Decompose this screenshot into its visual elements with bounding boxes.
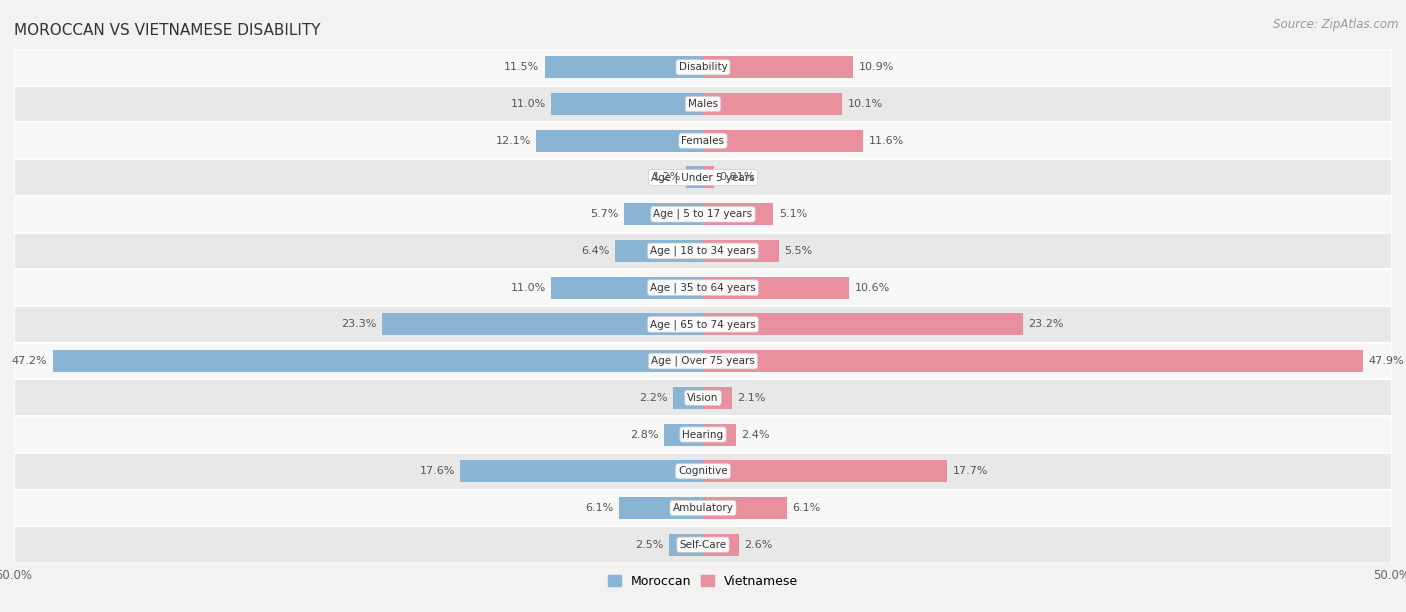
Text: Source: ZipAtlas.com: Source: ZipAtlas.com [1274,18,1399,31]
Bar [544,56,703,78]
Text: 11.0%: 11.0% [510,283,546,293]
Bar [536,130,703,152]
Bar [665,424,703,446]
Text: Females: Females [682,136,724,146]
Text: Hearing: Hearing [682,430,724,439]
Bar [672,387,703,409]
Text: 47.9%: 47.9% [1368,356,1405,366]
Bar [14,122,1392,159]
Bar [703,277,849,299]
Text: 11.5%: 11.5% [503,62,538,72]
Bar [703,203,773,225]
Text: Age | 35 to 64 years: Age | 35 to 64 years [650,282,756,293]
Bar [669,534,703,556]
Bar [703,56,853,78]
Text: 6.1%: 6.1% [793,503,821,513]
Bar [14,379,1392,416]
Bar [703,166,714,188]
Text: 11.0%: 11.0% [510,99,546,109]
Text: Age | 18 to 34 years: Age | 18 to 34 years [650,245,756,256]
Bar [14,159,1392,196]
Bar [14,86,1392,122]
Text: 6.1%: 6.1% [585,503,613,513]
Bar [686,166,703,188]
Bar [14,343,1392,379]
Text: 0.81%: 0.81% [720,173,755,182]
Text: 5.5%: 5.5% [785,246,813,256]
Text: Disability: Disability [679,62,727,72]
Legend: Moroccan, Vietnamese: Moroccan, Vietnamese [609,575,797,588]
Bar [703,130,863,152]
Text: 47.2%: 47.2% [11,356,48,366]
Text: 17.7%: 17.7% [952,466,988,476]
Bar [703,313,1022,335]
Bar [52,350,703,372]
Bar [703,350,1362,372]
Bar [703,534,738,556]
Text: 6.4%: 6.4% [581,246,609,256]
Text: 1.2%: 1.2% [652,173,681,182]
Text: Age | 65 to 74 years: Age | 65 to 74 years [650,319,756,330]
Text: Age | Over 75 years: Age | Over 75 years [651,356,755,367]
Text: 2.2%: 2.2% [638,393,668,403]
Bar [14,233,1392,269]
Bar [14,196,1392,233]
Bar [703,497,787,519]
Bar [14,490,1392,526]
Text: 10.9%: 10.9% [859,62,894,72]
Text: Self-Care: Self-Care [679,540,727,550]
Text: 5.7%: 5.7% [591,209,619,219]
Bar [461,460,703,482]
Text: 5.1%: 5.1% [779,209,807,219]
Text: 23.3%: 23.3% [342,319,377,329]
Bar [14,453,1392,490]
Bar [551,277,703,299]
Text: Ambulatory: Ambulatory [672,503,734,513]
Bar [551,93,703,115]
Bar [703,424,737,446]
Bar [614,240,703,262]
Bar [14,526,1392,563]
Text: 12.1%: 12.1% [495,136,531,146]
Text: 2.6%: 2.6% [744,540,773,550]
Text: 11.6%: 11.6% [869,136,904,146]
Bar [14,269,1392,306]
Bar [14,306,1392,343]
Bar [619,497,703,519]
Text: 2.5%: 2.5% [634,540,664,550]
Text: Age | Under 5 years: Age | Under 5 years [651,172,755,183]
Bar [382,313,703,335]
Text: 17.6%: 17.6% [419,466,456,476]
Bar [703,460,946,482]
Bar [624,203,703,225]
Text: Males: Males [688,99,718,109]
Text: 10.6%: 10.6% [855,283,890,293]
Bar [703,387,733,409]
Text: 2.8%: 2.8% [630,430,659,439]
Bar [703,240,779,262]
Bar [14,49,1392,86]
Text: Cognitive: Cognitive [678,466,728,476]
Text: 2.4%: 2.4% [741,430,770,439]
Text: 23.2%: 23.2% [1028,319,1064,329]
Text: 10.1%: 10.1% [848,99,883,109]
Text: 2.1%: 2.1% [738,393,766,403]
Text: MOROCCAN VS VIETNAMESE DISABILITY: MOROCCAN VS VIETNAMESE DISABILITY [14,23,321,38]
Text: Age | 5 to 17 years: Age | 5 to 17 years [654,209,752,220]
Text: Vision: Vision [688,393,718,403]
Bar [703,93,842,115]
Bar [14,416,1392,453]
